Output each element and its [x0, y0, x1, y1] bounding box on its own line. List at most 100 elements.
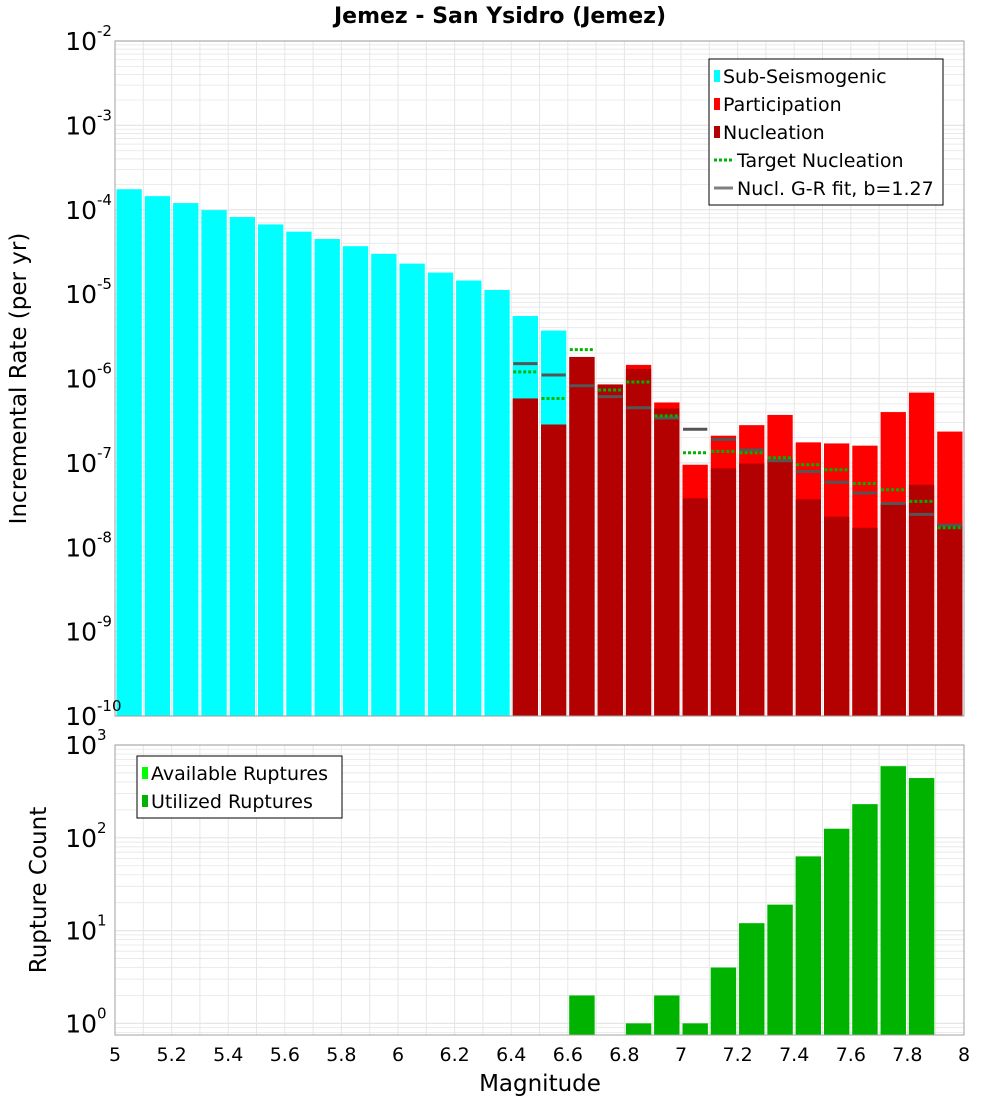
y-tick-base: 10 — [65, 365, 97, 394]
x-tick-label: 6.8 — [609, 1044, 639, 1066]
x-axis-label: Magnitude — [479, 1071, 601, 1097]
x-tick-label: 5.2 — [156, 1044, 186, 1066]
nucleation-bar — [739, 463, 765, 716]
nucleation-bar — [880, 503, 906, 716]
chart-title: Jemez - San Ysidro (Jemez) — [332, 4, 666, 29]
x-ticks: 5 5.2 5.4 5.6 5.8 6 6.2 6.4 6.6 6.8 7 7.2 7.4 7.6 7.8 8 — [109, 1044, 970, 1066]
y-tick-exponent: -3 — [97, 106, 112, 124]
x-tick-label: 7.2 — [722, 1044, 752, 1066]
y-tick-exponent: 0 — [97, 1004, 107, 1022]
x-tick-label: 8 — [958, 1044, 970, 1066]
nucleation-bar — [795, 499, 821, 716]
utilized-ruptures-bar — [682, 1023, 708, 1035]
top-bars — [116, 189, 963, 717]
legend-swatch-available-ruptures — [142, 767, 148, 779]
x-tick-label: 5.8 — [326, 1044, 356, 1066]
top-lines — [513, 348, 962, 530]
y-tick-base: 10 — [65, 824, 97, 853]
y-tick-label: 10 — [65, 449, 97, 478]
y-tick-base: 10 — [65, 27, 97, 56]
x-tick-label: 6 — [392, 1044, 404, 1066]
y-tick-label: 10 — [65, 618, 97, 647]
y-tick-exponent: -6 — [97, 360, 112, 378]
legend-label-nucl-g-r-fit-b-1-27: Nucl. G-R fit, b=1.27 — [737, 178, 934, 200]
x-tick-label: 6.4 — [496, 1044, 526, 1066]
nucleation-bar — [908, 484, 935, 716]
utilized-ruptures-bar — [739, 923, 765, 1035]
x-tick-label: 6.6 — [553, 1044, 583, 1066]
utilized-ruptures-bar — [569, 995, 595, 1035]
y-tick-base: 10 — [65, 280, 97, 309]
y-tick-exponent: -8 — [97, 528, 112, 546]
y-tick-label: 10 — [65, 1009, 97, 1038]
top-grid — [114, 40, 965, 717]
sub-seismogenic-bar — [342, 246, 369, 716]
y-tick-label: 10 — [65, 111, 97, 140]
sub-seismogenic-bar — [314, 239, 340, 716]
x-tick-label: 7.8 — [892, 1044, 922, 1066]
y-tick-label: 10 — [65, 824, 97, 853]
y-tick-label: 10 — [65, 917, 97, 946]
bottom-y-axis-label: Rupture Count — [26, 807, 52, 973]
y-tick-exponent: -10 — [97, 697, 122, 715]
legend-label-participation: Participation — [723, 94, 842, 116]
x-tick-label: 6.2 — [439, 1044, 469, 1066]
y-tick-base: 10 — [65, 196, 97, 225]
bottom-grid — [114, 744, 965, 1035]
sub-seismogenic-bar — [173, 203, 199, 716]
y-tick-exponent: -5 — [97, 275, 112, 293]
legend-swatch-nucleation — [714, 126, 720, 138]
y-tick-base: 10 — [65, 533, 97, 562]
utilized-ruptures-bar — [824, 828, 850, 1035]
legend-swatch-sub-seismogenic — [714, 70, 720, 82]
nucleation-bar — [569, 356, 595, 716]
sub-seismogenic-bar — [286, 231, 312, 716]
nucleation-bar — [824, 516, 850, 716]
y-tick-exponent: -7 — [97, 444, 112, 462]
bottom-legend: Available Ruptures Utilized Ruptures — [136, 755, 343, 819]
legend-label-nucleation: Nucleation — [723, 122, 825, 144]
top-legend: Sub-Seismogenic Participation Nucleation Ta… — [708, 58, 944, 206]
sub-seismogenic-bar — [258, 224, 284, 717]
top-plot-frame — [114, 40, 965, 717]
y-tick-label: 10 — [65, 731, 97, 760]
utilized-ruptures-bar — [880, 766, 906, 1035]
y-tick-base: 10 — [65, 702, 97, 731]
sub-seismogenic-bar — [484, 289, 510, 716]
bottom-plot-frame — [114, 744, 965, 1036]
legend-label-target-nucleation: Target Nucleation — [736, 150, 904, 172]
y-tick-label: 10 — [65, 280, 97, 309]
sub-seismogenic-bar — [144, 196, 171, 716]
nucleation-bar — [625, 368, 652, 716]
y-tick-base: 10 — [65, 449, 97, 478]
legend-swatch-participation — [714, 98, 720, 110]
utilized-ruptures-bar — [710, 967, 737, 1035]
y-tick-exponent: -9 — [97, 613, 112, 631]
top-y-axis-label: Incremental Rate (per yr) — [6, 233, 32, 525]
legend-label-available-ruptures: Available Ruptures — [151, 763, 328, 785]
y-tick-label: 10 — [65, 365, 97, 394]
y-tick-exponent: 1 — [97, 912, 107, 930]
y-tick-base: 10 — [65, 917, 97, 946]
y-tick-label: 10 — [65, 196, 97, 225]
y-tick-exponent: 2 — [97, 819, 107, 837]
legend-swatch-utilized-ruptures — [142, 795, 148, 807]
x-tick-label: 7 — [675, 1044, 687, 1066]
utilized-ruptures-bar — [654, 995, 680, 1035]
legend-label-sub-seismogenic: Sub-Seismogenic — [723, 66, 887, 88]
legend-label-utilized-ruptures: Utilized Ruptures — [151, 791, 313, 813]
sub-seismogenic-bar — [229, 217, 255, 716]
y-tick-label: 10 — [65, 702, 97, 731]
nucleation-bar — [852, 527, 878, 716]
sub-seismogenic-bar — [456, 280, 482, 716]
nucleation-bar — [541, 424, 567, 716]
x-tick-label: 7.6 — [836, 1044, 866, 1066]
sub-seismogenic-bar — [427, 272, 454, 716]
utilized-ruptures-bar — [625, 1023, 652, 1035]
x-tick-label: 7.4 — [779, 1044, 809, 1066]
nucleation-bar — [654, 408, 680, 716]
